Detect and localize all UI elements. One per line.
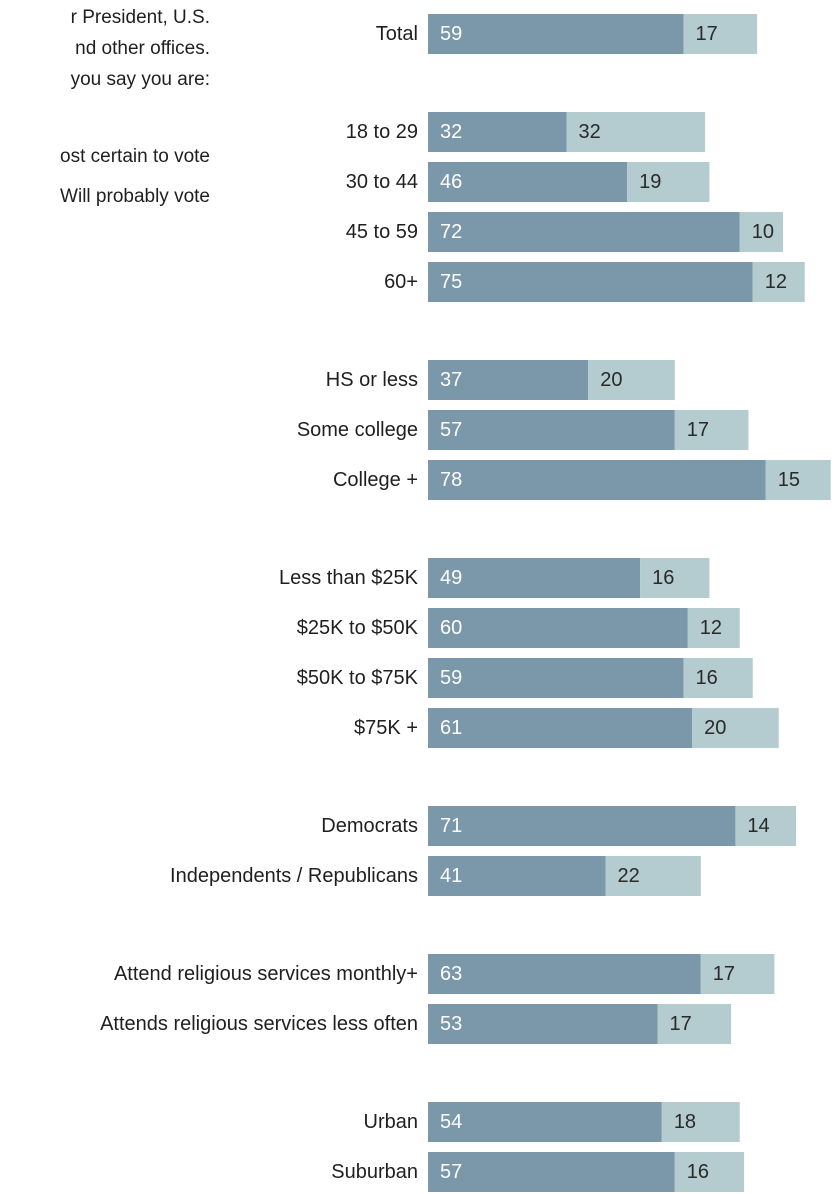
value-label-probably: 12 xyxy=(765,271,787,293)
bar-probably xyxy=(692,708,779,748)
value-label-certain: 72 xyxy=(440,221,462,243)
value-label-certain: 54 xyxy=(440,1111,462,1133)
category-label: 60+ xyxy=(384,271,418,293)
intro-line-1: r President, U.S. xyxy=(70,7,210,28)
bar-probably xyxy=(683,658,753,698)
bar-certain xyxy=(428,262,753,302)
category-label: Less than $25K xyxy=(279,567,419,589)
value-label-probably: 16 xyxy=(652,567,674,589)
value-label-certain: 75 xyxy=(440,271,462,293)
value-label-certain: 57 xyxy=(440,1161,462,1183)
bar-certain xyxy=(428,708,693,748)
bar-certain xyxy=(428,360,589,400)
value-label-probably: 16 xyxy=(695,667,717,689)
category-label: Attends religious services less often xyxy=(100,1013,418,1035)
bar-probably xyxy=(739,212,784,252)
bar-probably xyxy=(735,806,797,846)
bar-certain xyxy=(428,14,684,54)
category-label: Suburban xyxy=(331,1161,418,1183)
value-label-certain: 57 xyxy=(440,419,462,441)
value-label-probably: 18 xyxy=(674,1111,696,1133)
value-label-certain: 49 xyxy=(440,567,462,589)
intro-line-3: you say you are: xyxy=(70,69,210,90)
bar-probably xyxy=(674,1152,745,1192)
bar-probably xyxy=(683,14,758,54)
category-label: $25K to $50K xyxy=(297,617,419,639)
value-label-certain: 32 xyxy=(440,121,462,143)
bar-certain xyxy=(428,112,567,152)
value-label-probably: 10 xyxy=(752,221,774,243)
bar-probably xyxy=(687,608,740,648)
bar-probably xyxy=(661,1102,740,1142)
bar-certain xyxy=(428,1152,675,1192)
bar-certain xyxy=(428,558,641,598)
bar-probably xyxy=(640,558,710,598)
value-label-certain: 46 xyxy=(440,171,462,193)
value-label-probably: 20 xyxy=(600,369,622,391)
value-label-certain: 60 xyxy=(440,617,462,639)
bar-probably xyxy=(605,856,701,896)
bar-certain xyxy=(428,658,684,698)
bar-certain xyxy=(428,806,736,846)
category-label: HS or less xyxy=(326,369,418,391)
value-label-probably: 22 xyxy=(618,865,640,887)
bar-certain xyxy=(428,460,766,500)
value-label-certain: 71 xyxy=(440,815,462,837)
value-label-probably: 20 xyxy=(704,717,726,739)
bar-probably xyxy=(588,360,675,400)
value-label-probably: 14 xyxy=(747,815,769,837)
value-label-certain: 59 xyxy=(440,667,462,689)
bar-probably xyxy=(657,1004,732,1044)
value-label-probably: 32 xyxy=(579,121,601,143)
category-label: Some college xyxy=(297,419,418,441)
chart-intro-text: r President, U.S. nd other offices. you … xyxy=(0,0,210,230)
bar-certain xyxy=(428,856,606,896)
category-label: Total xyxy=(376,23,418,45)
value-label-certain: 37 xyxy=(440,369,462,391)
bar-probably xyxy=(627,162,710,202)
value-label-certain: 59 xyxy=(440,23,462,45)
category-label: Attend religious services monthly+ xyxy=(114,963,418,985)
intro-line-2: nd other offices. xyxy=(75,38,210,59)
bar-certain xyxy=(428,410,675,450)
value-label-certain: 61 xyxy=(440,717,462,739)
bar-certain xyxy=(428,1004,658,1044)
value-label-probably: 12 xyxy=(700,617,722,639)
value-label-probably: 17 xyxy=(713,963,735,985)
value-label-certain: 78 xyxy=(440,469,462,491)
value-label-probably: 17 xyxy=(669,1013,691,1035)
bar-probably xyxy=(752,262,805,302)
category-label: $75K + xyxy=(354,717,418,739)
category-label: Independents / Republicans xyxy=(170,865,418,887)
bar-certain xyxy=(428,608,688,648)
category-label: Urban xyxy=(364,1111,418,1133)
value-label-probably: 17 xyxy=(687,419,709,441)
category-label: 30 to 44 xyxy=(346,171,418,193)
value-label-probably: 16 xyxy=(687,1161,709,1183)
bar-certain xyxy=(428,1102,662,1142)
value-label-probably: 17 xyxy=(695,23,717,45)
bar-probably xyxy=(674,410,749,450)
category-label: $50K to $75K xyxy=(297,667,419,689)
value-label-certain: 63 xyxy=(440,963,462,985)
value-label-probably: 15 xyxy=(778,469,800,491)
category-label: 18 to 29 xyxy=(346,121,418,143)
bar-certain xyxy=(428,212,740,252)
category-label: Democrats xyxy=(321,815,418,837)
bar-certain xyxy=(428,162,628,202)
value-label-certain: 53 xyxy=(440,1013,462,1035)
legend-item-probably: Will probably vote xyxy=(60,186,210,207)
bar-probably xyxy=(700,954,775,994)
legend-item-certain: ost certain to vote xyxy=(60,146,210,167)
value-label-probably: 19 xyxy=(639,171,661,193)
category-label: College + xyxy=(333,469,418,491)
bar-certain xyxy=(428,954,701,994)
bar-probably xyxy=(765,460,831,500)
value-label-certain: 41 xyxy=(440,865,462,887)
category-label: 45 to 59 xyxy=(346,221,418,243)
bar-probably xyxy=(566,112,706,152)
